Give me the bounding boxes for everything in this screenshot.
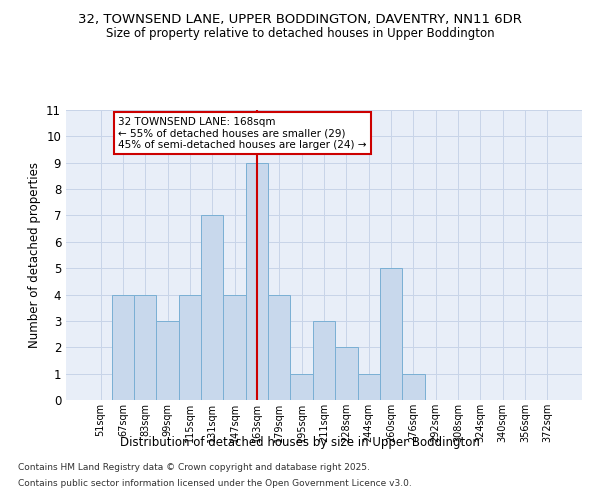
- Bar: [112, 294, 134, 400]
- Text: 32 TOWNSEND LANE: 168sqm
← 55% of detached houses are smaller (29)
45% of semi-d: 32 TOWNSEND LANE: 168sqm ← 55% of detach…: [118, 116, 367, 150]
- Y-axis label: Number of detached properties: Number of detached properties: [28, 162, 41, 348]
- Text: Contains HM Land Registry data © Crown copyright and database right 2025.: Contains HM Land Registry data © Crown c…: [18, 464, 370, 472]
- Bar: [179, 294, 201, 400]
- Bar: [290, 374, 313, 400]
- Bar: [402, 374, 425, 400]
- Bar: [246, 162, 268, 400]
- Text: Contains public sector information licensed under the Open Government Licence v3: Contains public sector information licen…: [18, 478, 412, 488]
- Bar: [358, 374, 380, 400]
- Bar: [380, 268, 402, 400]
- Bar: [335, 348, 358, 400]
- Text: Size of property relative to detached houses in Upper Boddington: Size of property relative to detached ho…: [106, 28, 494, 40]
- Bar: [223, 294, 246, 400]
- Bar: [268, 294, 290, 400]
- Bar: [157, 321, 179, 400]
- Bar: [134, 294, 157, 400]
- Text: 32, TOWNSEND LANE, UPPER BODDINGTON, DAVENTRY, NN11 6DR: 32, TOWNSEND LANE, UPPER BODDINGTON, DAV…: [78, 12, 522, 26]
- Bar: [313, 321, 335, 400]
- Text: Distribution of detached houses by size in Upper Boddington: Distribution of detached houses by size …: [120, 436, 480, 449]
- Bar: [201, 216, 223, 400]
